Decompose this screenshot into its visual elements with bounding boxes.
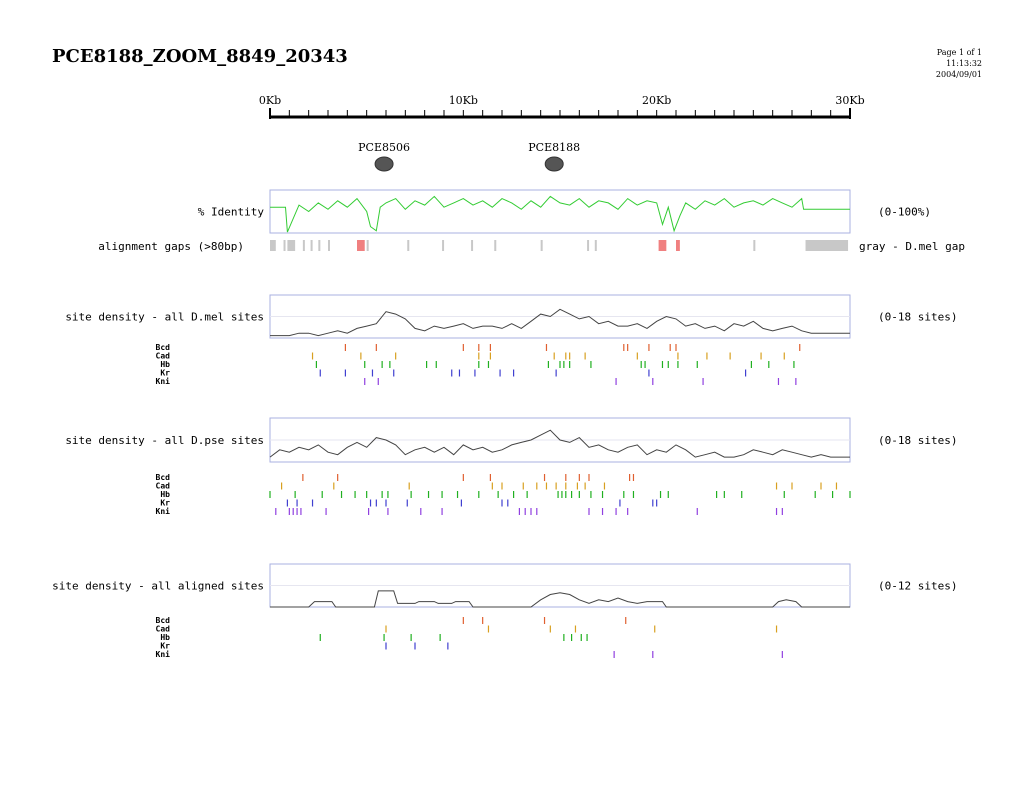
aligned-density-line bbox=[270, 590, 850, 608]
page-time: 11:13:32 bbox=[946, 59, 982, 68]
dpse-sites-row-label: Kr bbox=[160, 499, 170, 508]
gap-dmel bbox=[407, 240, 410, 251]
gap-other bbox=[658, 240, 667, 251]
aligned-sites-row-label: Kni bbox=[156, 649, 171, 659]
feature-label: PCE8506 bbox=[358, 141, 410, 154]
scale-tick-label: 10Kb bbox=[449, 94, 478, 107]
feature-marker bbox=[544, 156, 564, 172]
identity-line bbox=[270, 195, 850, 233]
scale-tick-label: 0Kb bbox=[259, 94, 281, 107]
aligned-sites-row-label: Kr bbox=[160, 642, 170, 651]
feature-marker bbox=[374, 156, 394, 172]
gap-dmel bbox=[540, 240, 543, 251]
dmel-density-label: site density - all D.mel sites bbox=[65, 311, 264, 324]
dpse-sites-row-label: Bcd bbox=[156, 473, 171, 482]
dpse-sites-row-label: Cad bbox=[156, 482, 171, 491]
gaps-label: alignment gaps (>80bp) bbox=[98, 240, 244, 253]
dmel-sites-row-label: Cad bbox=[156, 352, 171, 361]
dpse-density-label: site density - all D.pse sites bbox=[65, 434, 264, 447]
gap-other bbox=[676, 240, 680, 251]
gap-dmel bbox=[270, 240, 276, 251]
aligned-density-label: site density - all aligned sites bbox=[52, 580, 264, 593]
gap-dmel bbox=[318, 240, 321, 251]
gap-dmel bbox=[494, 240, 497, 251]
aligned-density-range: (0-12 sites) bbox=[878, 580, 957, 593]
page-label: Page 1 of 1 bbox=[936, 48, 982, 57]
gap-dmel bbox=[753, 240, 756, 251]
page-info: Page 1 of 1 11:13:32 2004/09/01 bbox=[936, 47, 982, 80]
aligned-sites-row-label: Cad bbox=[156, 625, 171, 634]
identity-label: % Identity bbox=[198, 206, 265, 219]
gap-dmel bbox=[310, 240, 313, 251]
aligned-sites-row-label: Bcd bbox=[156, 616, 171, 625]
dpse-density-line bbox=[269, 429, 850, 458]
dmel-sites-row-label: Kni bbox=[156, 376, 171, 386]
scale-tick-label: 20Kb bbox=[642, 94, 671, 107]
gap-dmel bbox=[328, 240, 330, 251]
gap-dmel bbox=[366, 240, 369, 251]
feature-label: PCE8188 bbox=[528, 141, 580, 154]
dmel-density-range: (0-18 sites) bbox=[878, 311, 957, 324]
gap-dmel bbox=[283, 240, 286, 251]
dmel-sites-row-label: Kr bbox=[160, 369, 170, 378]
identity-range: (0-100%) bbox=[878, 206, 931, 219]
gap-dmel bbox=[594, 240, 597, 251]
gap-dmel bbox=[471, 240, 474, 251]
gap-dmel bbox=[805, 240, 849, 251]
gap-dmel bbox=[587, 240, 590, 251]
page-title: PCE8188_ZOOM_8849_20343 bbox=[52, 46, 348, 67]
gaps-legend: gray - D.mel gap bbox=[859, 240, 965, 253]
scale-tick-label: 30Kb bbox=[835, 94, 864, 107]
gap-other bbox=[357, 240, 365, 251]
page-date: 2004/09/01 bbox=[935, 70, 982, 79]
identity-frame bbox=[269, 189, 851, 234]
aligned-sites-row-label: Hb bbox=[160, 633, 170, 642]
gap-dmel bbox=[287, 240, 296, 251]
gap-dmel bbox=[442, 240, 445, 251]
dmel-density-line bbox=[270, 308, 850, 337]
dpse-sites-row-label: Kni bbox=[156, 506, 171, 516]
dmel-sites-row-label: Bcd bbox=[156, 343, 171, 352]
gap-dmel bbox=[302, 240, 305, 251]
dmel-sites-row-label: Hb bbox=[160, 360, 170, 369]
dpse-density-range: (0-18 sites) bbox=[878, 434, 957, 447]
dpse-sites-row-label: Hb bbox=[160, 490, 170, 499]
